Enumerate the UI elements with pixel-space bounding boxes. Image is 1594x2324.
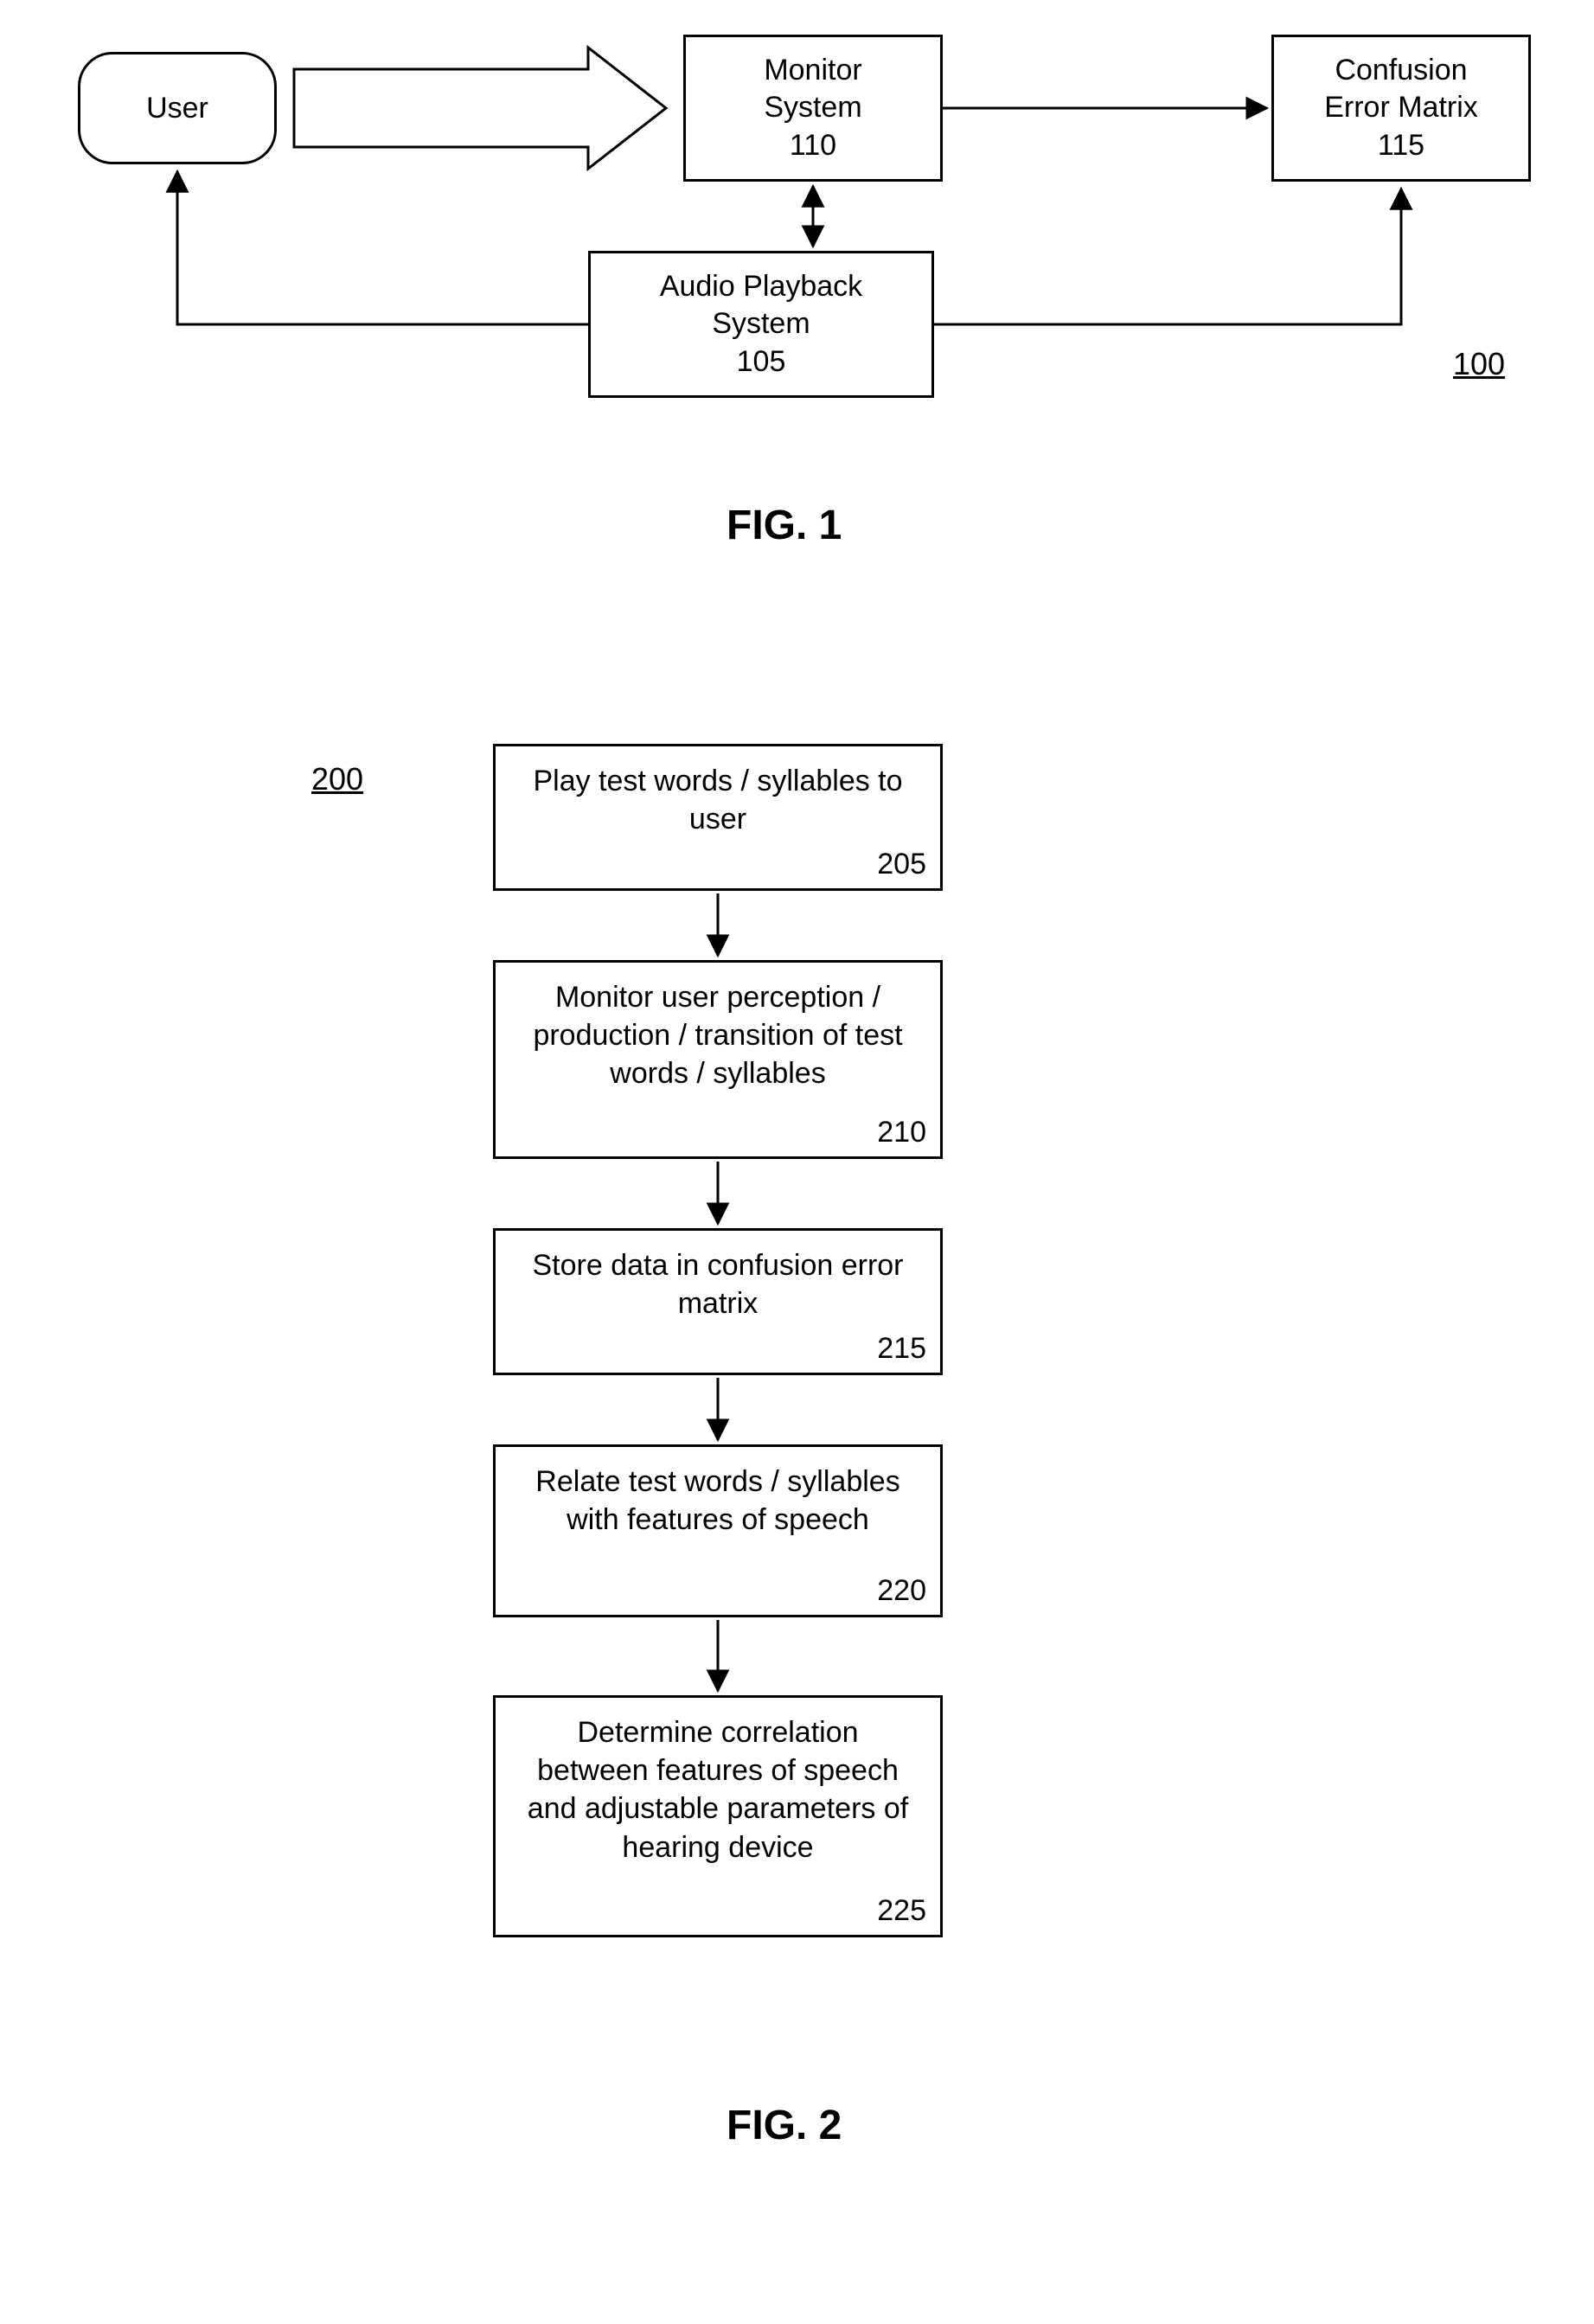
fig1-arrow-audio-to-user [177, 171, 588, 324]
fig2-step-205: Play test words / syllables to user 205 [493, 744, 943, 891]
fig2-step-205-text: Play test words / syllables to user [533, 765, 902, 835]
fig2-step-220: Relate test words / syllables with featu… [493, 1444, 943, 1617]
fig2-step-225-text: Determine correlation between features o… [528, 1716, 908, 1864]
fig1-arrow-audio-to-confusion [934, 189, 1401, 324]
fig1-user-box: User [78, 52, 277, 164]
fig1-confusion-num: 115 [1378, 127, 1424, 164]
fig2-step-225-num: 225 [877, 1892, 926, 1930]
fig1-monitor-num: 110 [790, 127, 836, 164]
fig2-step-205-num: 205 [877, 845, 926, 883]
fig2-caption: FIG. 2 [727, 2102, 842, 2149]
fig1-audio-box: Audio Playback System 105 [588, 251, 934, 398]
fig2-step-215-text: Store data in confusion error matrix [532, 1249, 903, 1320]
fig1-monitor-line2: System [764, 89, 861, 126]
fig1-ref-label: 100 [1453, 346, 1505, 382]
fig2-step-210: Monitor user perception / production / t… [493, 960, 943, 1159]
fig1-caption: FIG. 1 [727, 502, 842, 549]
fig2-step-225: Determine correlation between features o… [493, 1695, 943, 1937]
fig1-monitor-box: Monitor System 110 [683, 35, 943, 182]
fig1-confusion-box: Confusion Error Matrix 115 [1271, 35, 1531, 182]
fig1-monitor-line1: Monitor [764, 52, 861, 89]
page: User Monitor System 110 Confusion Error … [0, 0, 1594, 2324]
fig2-step-210-text: Monitor user perception / production / t… [533, 981, 902, 1090]
fig1-audio-line2: System [712, 305, 810, 343]
fig2-step-220-text: Relate test words / syllables with featu… [535, 1465, 899, 1536]
fig2-step-215-num: 215 [877, 1329, 926, 1367]
fig1-audio-num: 105 [737, 343, 786, 381]
fig1-confusion-line1: Confusion [1335, 52, 1467, 89]
fig1-user-label: User [146, 90, 208, 127]
fig1-confusion-line2: Error Matrix [1324, 89, 1478, 126]
fig1-response-label: Response [372, 91, 504, 125]
fig2-ref-label: 200 [311, 761, 363, 797]
fig2-step-210-num: 210 [877, 1113, 926, 1151]
fig1-audio-line1: Audio Playback [660, 268, 862, 305]
fig2-step-215: Store data in confusion error matrix 215 [493, 1228, 943, 1375]
fig2-step-220-num: 220 [877, 1572, 926, 1610]
